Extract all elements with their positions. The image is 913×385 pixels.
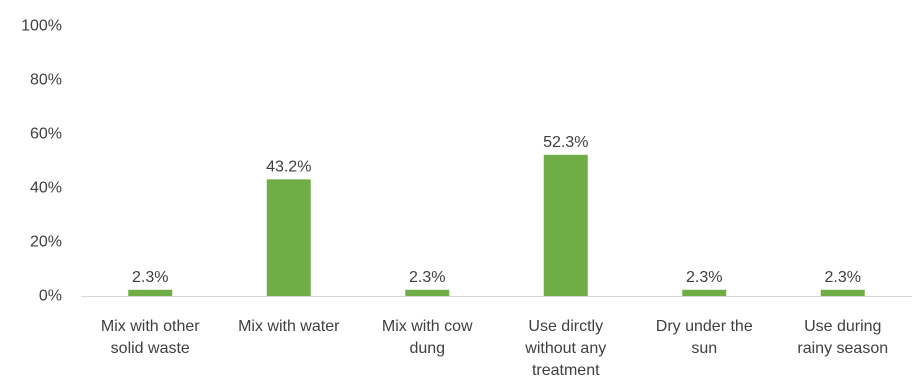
x-tick-label: Use dirctly without any treatment [524,318,606,379]
x-tick-label-line: sun [691,340,717,357]
bar [682,289,727,296]
bar [405,289,450,296]
data-label: 43.2% [266,158,311,175]
data-label: 2.3% [132,269,168,286]
bar [128,289,173,296]
bar [543,154,588,296]
y-tick-label: 60% [30,126,62,143]
y-tick-label: 40% [30,180,62,197]
x-tick-label-line: Use dirctly [528,318,603,335]
x-tick-label-line: Mix with cow [382,318,473,335]
x-tick-label: Mix with water [238,318,340,335]
x-tick-label-line: treatment [532,362,600,379]
x-tick-label: Dry under the sun [656,318,753,357]
x-tick-label: Use during rainy season [797,318,888,357]
x-axis-tick-labels: Mix with other solid waste Mix with water M… [101,318,888,379]
y-tick-label: 0% [39,288,62,305]
bar [820,289,865,296]
data-label: 2.3% [409,269,445,286]
y-tick-label: 20% [30,234,62,251]
x-tick-label-line: Mix with other [101,318,200,335]
x-tick-label-line: without any [524,340,606,357]
bar [266,179,311,296]
y-tick-label: 80% [30,72,62,89]
bars [128,154,865,296]
y-tick-label: 100% [21,18,62,35]
x-tick-label: Mix with cow dung [382,318,473,357]
x-tick-label-line: Dry under the [656,318,753,335]
data-label: 2.3% [825,269,861,286]
data-label: 52.3% [543,134,588,151]
x-tick-label-line: dung [409,340,445,357]
y-axis-tick-labels: 0% 20% 40% 60% 80% 100% [21,18,62,305]
x-tick-label-line: Use during [804,318,881,335]
data-labels: 2.3% 43.2% 2.3% 52.3% 2.3% 2.3% [132,134,861,286]
x-tick-label-line: Mix with water [238,318,340,335]
data-label: 2.3% [686,269,722,286]
x-tick-label: Mix with other solid waste [101,318,200,357]
x-tick-label-line: solid waste [111,340,190,357]
x-tick-label-line: rainy season [797,340,888,357]
